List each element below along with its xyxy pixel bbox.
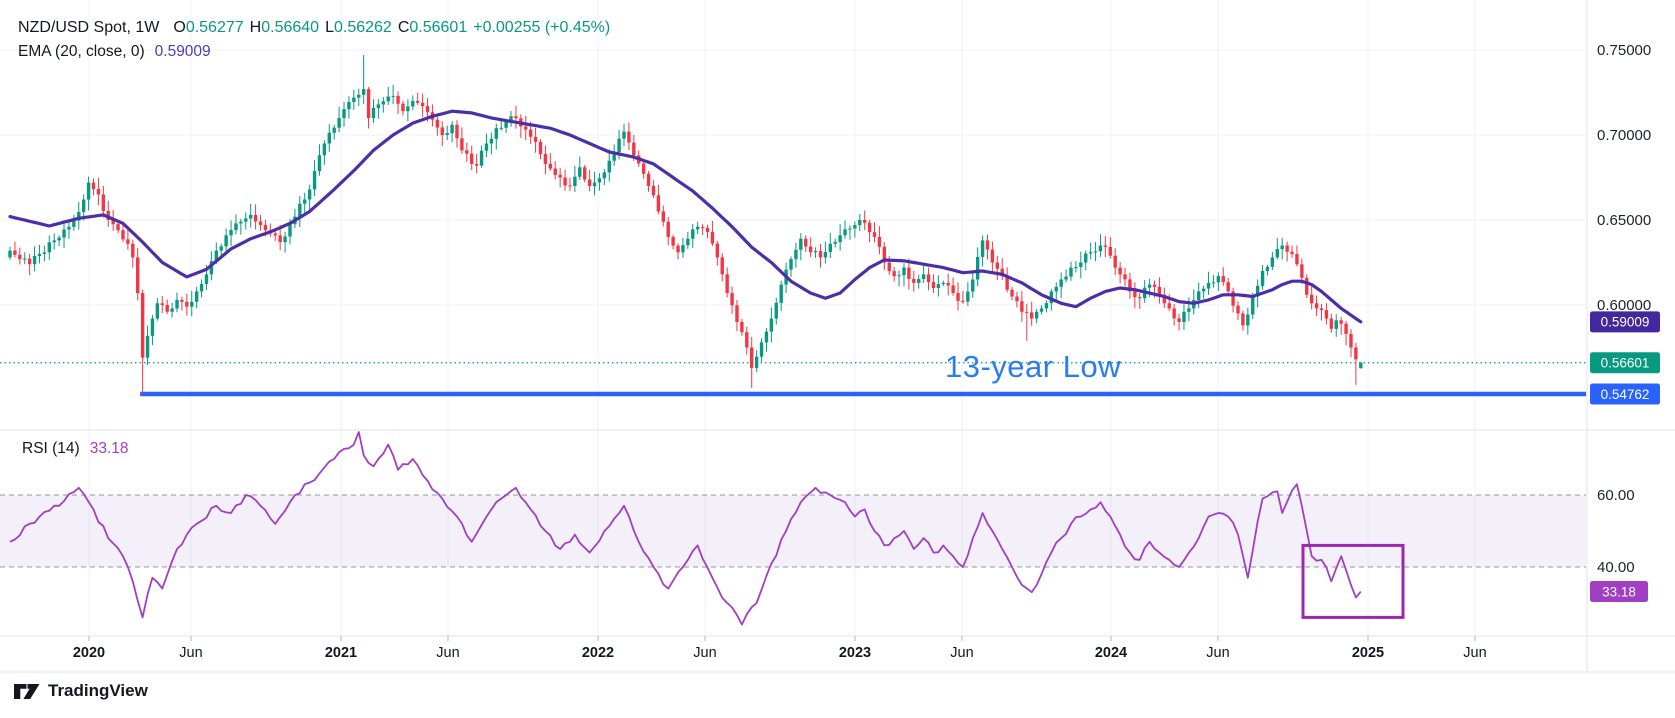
close-value: C0.56601 [397,19,468,36]
svg-text:40.00: 40.00 [1597,559,1635,576]
candles-group[interactable] [8,55,1363,394]
svg-text:0.54762: 0.54762 [1601,387,1650,402]
svg-text:2021: 2021 [325,645,357,661]
rsi-band [0,494,1586,568]
svg-text:2022: 2022 [582,645,614,661]
svg-text:0.59009: 0.59009 [1601,315,1650,330]
rsi-value-badge: 33.18 [1590,581,1648,603]
rsi-line[interactable] [9,431,1362,626]
svg-text:0.70000: 0.70000 [1597,127,1651,144]
svg-text:2025: 2025 [1352,645,1384,661]
svg-text:Jun: Jun [693,645,716,661]
high-value: H0.56640 [249,19,320,36]
grid [0,0,1586,636]
low-value: L0.56262 [325,19,392,36]
svg-text:0.56601: 0.56601 [1601,356,1650,371]
svg-text:0.60000: 0.60000 [1597,297,1651,314]
change-value: +0.00255 (+0.45%) [473,19,611,36]
tradingview-logo[interactable]: TradingView [14,681,148,701]
ema-legend[interactable]: EMA (20, close, 0) 0.59009 [18,43,610,61]
symbol-title[interactable]: NZD/USD Spot, 1W [18,19,160,36]
svg-text:2024: 2024 [1095,645,1127,661]
rsi-legend[interactable]: RSI (14) 33.18 [22,440,129,458]
rsi-last-value: 33.18 [89,440,129,457]
svg-text:Jun: Jun [436,645,459,661]
svg-text:Jun: Jun [1463,645,1486,661]
current-price-badge: 0.56601 [1590,352,1660,374]
svg-text:60.00: 60.00 [1597,487,1635,504]
annotation-13-year-low[interactable]: 13-year Low [945,349,1122,384]
tradingview-mark-icon [14,683,40,699]
symbol-legend[interactable]: NZD/USD Spot, 1W O0.56277 H0.56640 L0.56… [18,19,610,37]
rsi-highlight-box[interactable] [1301,543,1405,619]
svg-text:0.65000: 0.65000 [1597,212,1651,229]
ema-label: EMA (20, close, 0) [18,43,145,60]
rsi-label: RSI (14) [22,440,80,457]
time-axis[interactable]: 2020 Jun 2021 Jun 2022 Jun 2023 Jun 2024 Jun 2025 J… [73,636,1487,661]
svg-text:Jun: Jun [1206,645,1229,661]
ema-line[interactable] [8,109,1363,324]
svg-text:0.75000: 0.75000 [1597,42,1651,59]
svg-text:Jun: Jun [179,645,202,661]
ema-last-value: 0.59009 [154,43,211,60]
ema-value-badge: 0.59009 [1590,311,1660,333]
legend: NZD/USD Spot, 1W O0.56277 H0.56640 L0.56… [18,19,610,61]
price-axis[interactable]: 0.75000 0.70000 0.65000 0.60000 60.00 40.00 0.… [1590,42,1660,603]
svg-text:2020: 2020 [73,645,105,661]
svg-text:2023: 2023 [839,645,871,661]
svg-text:33.18: 33.18 [1602,584,1636,599]
open-value: O0.56277 [173,19,244,36]
level-price-badge: 0.54762 [1590,383,1660,405]
svg-text:Jun: Jun [950,645,973,661]
tradingview-logo-text: TradingView [48,681,148,700]
